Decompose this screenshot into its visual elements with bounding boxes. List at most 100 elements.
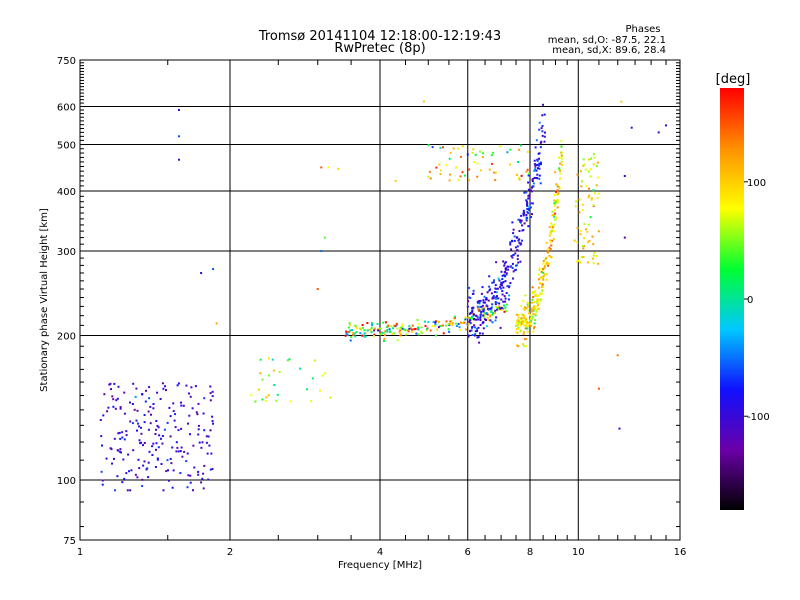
data-point: [141, 478, 144, 481]
data-point: [618, 427, 621, 430]
data-point: [319, 389, 322, 392]
data-point: [535, 309, 538, 311]
data-point: [502, 286, 505, 289]
data-point: [154, 466, 157, 468]
data-point: [379, 333, 382, 336]
data-point: [458, 326, 461, 329]
data-point: [518, 241, 521, 244]
data-point: [559, 172, 562, 175]
data-point: [407, 330, 410, 333]
data-point: [363, 335, 366, 338]
data-point: [440, 169, 442, 172]
data-point: [166, 421, 169, 424]
data-point: [250, 394, 253, 397]
data-point: [528, 312, 530, 315]
data-point: [459, 175, 462, 178]
data-point: [161, 442, 164, 445]
data-point: [522, 299, 525, 302]
data-point: [503, 310, 506, 313]
data-point: [384, 330, 387, 333]
data-point: [537, 294, 540, 297]
data-point: [445, 320, 448, 323]
data-point: [519, 220, 522, 223]
data-point: [551, 239, 554, 242]
data-point: [196, 413, 199, 416]
data-point: [201, 441, 204, 444]
data-point: [542, 271, 545, 274]
data-point: [500, 306, 503, 309]
data-point: [257, 388, 260, 391]
data-point: [147, 428, 150, 431]
data-point: [168, 406, 171, 409]
data-point: [454, 317, 456, 320]
data-point: [147, 476, 150, 479]
data-point: [530, 324, 533, 327]
data-point: [512, 254, 515, 256]
data-point: [534, 314, 537, 317]
data-point: [136, 429, 138, 432]
data-point: [383, 337, 386, 340]
data-point: [498, 279, 501, 282]
data-point: [480, 292, 483, 295]
data-point: [485, 304, 488, 307]
data-point: [529, 206, 532, 209]
data-point: [180, 427, 183, 430]
data-point: [485, 297, 488, 300]
data-point: [477, 318, 480, 321]
data-point: [592, 163, 595, 166]
data-point: [123, 412, 126, 415]
data-point: [511, 256, 514, 259]
data-point: [491, 303, 494, 306]
data-point: [209, 399, 212, 402]
data-point: [546, 248, 549, 251]
data-point: [495, 296, 498, 299]
data-point: [523, 222, 526, 225]
data-point: [537, 167, 539, 170]
data-point: [593, 251, 596, 254]
data-point: [482, 310, 485, 313]
data-point: [467, 335, 470, 338]
data-point: [133, 408, 136, 411]
data-point: [553, 215, 556, 218]
data-point: [528, 193, 531, 196]
data-point: [487, 308, 490, 311]
data-point: [553, 199, 555, 202]
data-point: [185, 384, 188, 387]
data-point: [496, 301, 499, 304]
data-point: [521, 224, 524, 227]
data-point: [620, 100, 623, 103]
data-point: [111, 395, 114, 398]
data-point: [503, 304, 505, 307]
data-point: [514, 246, 517, 249]
data-point: [521, 239, 523, 242]
data-point: [461, 145, 464, 148]
data-point: [476, 175, 479, 178]
data-point: [495, 316, 498, 319]
data-point: [377, 329, 380, 332]
data-point: [459, 321, 462, 324]
data-point: [573, 239, 576, 242]
data-point: [437, 326, 440, 329]
data-point: [467, 316, 469, 319]
data-point: [464, 318, 467, 321]
data-point: [587, 196, 590, 199]
data-point: [515, 331, 518, 334]
data-point: [549, 248, 552, 250]
data-point: [427, 175, 430, 178]
data-point: [127, 453, 130, 456]
x-tick-label: 16: [674, 547, 687, 558]
data-point: [529, 322, 532, 325]
data-point: [517, 322, 520, 324]
data-point: [536, 177, 538, 180]
data-point: [477, 336, 480, 339]
data-point: [531, 292, 534, 295]
data-point: [506, 303, 508, 306]
data-point: [313, 359, 316, 362]
data-point: [525, 325, 528, 328]
data-point: [525, 338, 528, 341]
data-point: [113, 437, 116, 440]
data-point: [541, 283, 544, 286]
data-point: [596, 196, 599, 199]
data-point: [532, 185, 535, 188]
data-point: [467, 322, 470, 325]
